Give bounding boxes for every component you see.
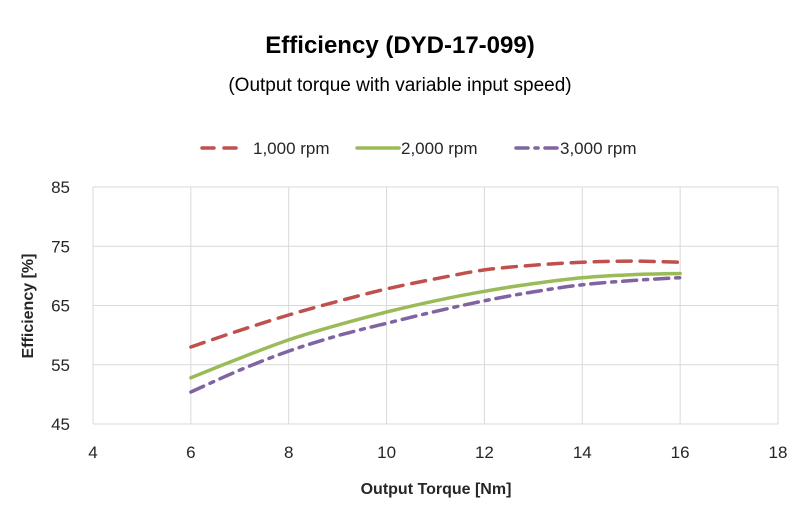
y-tick-label: 45 bbox=[51, 415, 70, 434]
x-tick-label: 12 bbox=[475, 443, 494, 462]
legend-item: 2,000 rpm bbox=[355, 139, 478, 158]
tick-labels: 45 55 65 75 85 4 6 8 10 12 14 16 18 bbox=[51, 178, 787, 462]
gridlines bbox=[92, 186, 779, 425]
series-line-1 bbox=[189, 259, 682, 349]
x-tick-label: 16 bbox=[671, 443, 690, 462]
legend-label: 2,000 rpm bbox=[401, 139, 478, 158]
chart-title: Efficiency (DYD-17-099) bbox=[265, 32, 534, 59]
chart-subtitle: (Output torque with variable input speed… bbox=[228, 75, 571, 96]
y-axis-label: Efficiency [%] bbox=[20, 254, 37, 359]
series-line-2 bbox=[189, 271, 682, 380]
series-line-3 bbox=[189, 275, 682, 394]
series-lines bbox=[189, 259, 682, 394]
y-tick-label: 55 bbox=[51, 356, 70, 375]
y-tick-label: 75 bbox=[51, 237, 70, 256]
legend-label: 3,000 rpm bbox=[560, 139, 637, 158]
legend-label: 1,000 rpm bbox=[253, 139, 330, 158]
x-axis-label: Output Torque [Nm] bbox=[361, 481, 512, 498]
x-tick-label: 18 bbox=[769, 443, 788, 462]
legend: 1,000 rpm 2,000 rpm 3,000 rpm bbox=[200, 139, 637, 158]
legend-item: 1,000 rpm bbox=[200, 139, 330, 158]
legend-item: 3,000 rpm bbox=[514, 139, 637, 158]
y-tick-label: 85 bbox=[51, 178, 70, 197]
y-tick-label: 65 bbox=[51, 297, 70, 316]
x-tick-label: 14 bbox=[573, 443, 592, 462]
x-tick-label: 4 bbox=[88, 443, 97, 462]
x-tick-label: 6 bbox=[186, 443, 195, 462]
x-tick-label: 10 bbox=[377, 443, 396, 462]
x-tick-label: 8 bbox=[284, 443, 293, 462]
